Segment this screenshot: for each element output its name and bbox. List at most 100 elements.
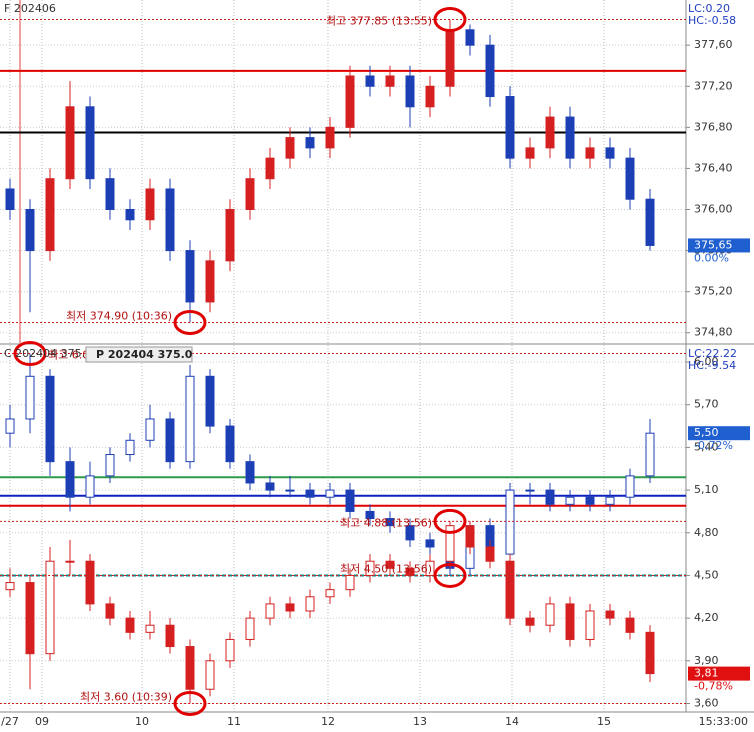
candle-body [545, 603, 555, 626]
candle-body [165, 188, 175, 252]
candle-body [525, 617, 535, 626]
candle-body [225, 638, 235, 662]
panel-subtitle: P 202404 375.0 [96, 348, 193, 361]
candle-body [365, 510, 375, 520]
candle-body [285, 603, 295, 612]
candle-body [605, 496, 615, 505]
highlight-circle [433, 562, 467, 588]
y-tick-label: 6,00 [694, 355, 719, 368]
candle-body [385, 75, 395, 87]
candle-body [245, 461, 255, 484]
y-tick-label: 376,40 [694, 161, 733, 174]
candle-body [65, 106, 75, 180]
candle-body [5, 582, 15, 591]
candle-body [85, 475, 95, 498]
x-tick-label: 09 [35, 715, 49, 728]
note-label: 최저 374.90 (10:36) [66, 309, 172, 322]
note-label: 최저 4.50 (13:56) [340, 562, 432, 575]
candle-body [425, 85, 435, 108]
candle-body [185, 646, 195, 690]
highlight-circle [173, 309, 207, 335]
y-tick-label: 377,20 [694, 79, 733, 92]
candle-body [465, 29, 475, 46]
candle-body [645, 432, 655, 477]
candle-body [625, 475, 635, 498]
candle-body [625, 617, 635, 633]
last-price: 5,50 [694, 426, 719, 439]
candle-body [585, 496, 595, 505]
candle-body [525, 489, 535, 492]
candle-body [25, 582, 35, 655]
candle-body [645, 631, 655, 675]
candle-body [245, 617, 255, 640]
candle-body [405, 525, 415, 541]
candle-body [325, 126, 335, 149]
candle-body [305, 596, 315, 612]
candle-body [205, 260, 215, 303]
candle-body [205, 375, 215, 427]
candle-body [405, 75, 415, 108]
y-tick-label: 4,20 [694, 611, 719, 624]
candle-body [65, 560, 75, 563]
note-label: 최저 3.60 (10:39) [80, 690, 172, 703]
x-tick-label: 14 [505, 715, 519, 728]
candle-body [85, 106, 95, 180]
candle-body [305, 489, 315, 498]
candle-body [45, 178, 55, 252]
candle-body [505, 96, 515, 159]
candle-body [125, 208, 135, 221]
candle-body [145, 418, 155, 441]
note-label: 최고 4.88 (13:56) [340, 516, 432, 529]
candle-body [645, 198, 655, 246]
hc-label: HC:-0.58 [688, 14, 736, 27]
candle-body [105, 454, 115, 477]
x-tick-label: 11 [227, 715, 241, 728]
candle-body [445, 525, 455, 562]
candle-body [545, 116, 555, 149]
candle-body [325, 489, 335, 498]
y-tick-label: 5,70 [694, 398, 719, 411]
candle-body [305, 137, 315, 149]
last-price-box [688, 426, 750, 441]
x-tick-label: 15 [597, 715, 611, 728]
y-tick-label: 5,40 [694, 440, 719, 453]
candle-body [265, 157, 275, 180]
y-tick-label: 375,20 [694, 285, 733, 298]
candle-body [205, 660, 215, 690]
candle-body [365, 75, 375, 87]
candle-body [325, 589, 335, 598]
candle-body [125, 439, 135, 456]
time-label: 15:33:00 [699, 715, 748, 728]
candle-body [145, 188, 155, 221]
note-label: 최고 377.85 (13:55) [326, 15, 432, 28]
candle-body [245, 178, 255, 210]
candle-body [225, 425, 235, 463]
candle-body [165, 418, 175, 463]
last-price-box [688, 666, 750, 681]
candle-body [505, 489, 515, 555]
candle-body [65, 461, 75, 498]
panel-title: F 202406 [4, 2, 56, 15]
candle-body [5, 418, 15, 434]
subtitle-box [85, 346, 193, 363]
candle-body [605, 610, 615, 619]
candle-body [285, 489, 295, 492]
last-change: 0.00% [694, 251, 729, 264]
candle-body [125, 617, 135, 633]
candle-body [165, 624, 175, 648]
last-change: -0,72% [694, 439, 733, 452]
candle-body [5, 188, 15, 210]
candle-body [185, 375, 195, 463]
candle-body [585, 147, 595, 159]
candle-body [25, 375, 35, 420]
candle-body [105, 178, 115, 210]
candle-body [25, 208, 35, 252]
y-tick-label: 376,80 [694, 120, 733, 133]
candle-body [85, 560, 95, 605]
candle-body [545, 489, 555, 505]
candle-body [565, 496, 575, 505]
candle-body [625, 157, 635, 200]
candle-body [605, 147, 615, 159]
candle-body [285, 137, 295, 159]
